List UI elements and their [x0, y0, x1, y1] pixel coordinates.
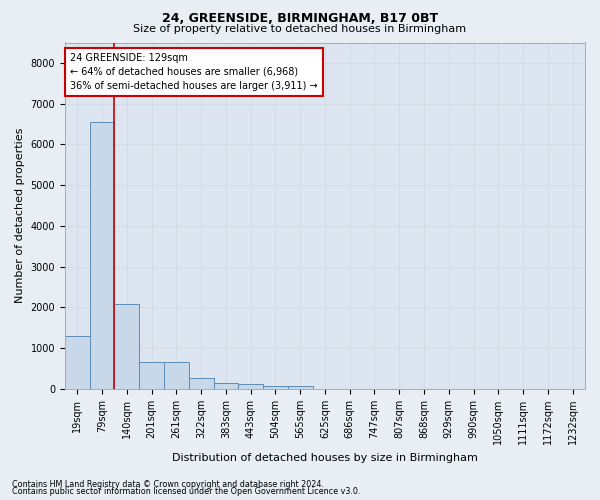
Y-axis label: Number of detached properties: Number of detached properties: [15, 128, 25, 304]
Bar: [65, 336, 89, 389]
X-axis label: Distribution of detached houses by size in Birmingham: Distribution of detached houses by size …: [172, 452, 478, 462]
Bar: [164, 362, 189, 389]
Bar: [115, 304, 139, 389]
Text: 24 GREENSIDE: 129sqm
← 64% of detached houses are smaller (6,968)
36% of semi-de: 24 GREENSIDE: 129sqm ← 64% of detached h…: [70, 53, 318, 91]
Bar: [189, 378, 214, 389]
Text: 24, GREENSIDE, BIRMINGHAM, B17 0BT: 24, GREENSIDE, BIRMINGHAM, B17 0BT: [162, 12, 438, 26]
Text: Size of property relative to detached houses in Birmingham: Size of property relative to detached ho…: [133, 24, 467, 34]
Bar: [263, 386, 288, 389]
Bar: [238, 384, 263, 389]
Bar: [214, 383, 238, 389]
Bar: [288, 386, 313, 389]
Text: Contains public sector information licensed under the Open Government Licence v3: Contains public sector information licen…: [12, 487, 361, 496]
Text: Contains HM Land Registry data © Crown copyright and database right 2024.: Contains HM Land Registry data © Crown c…: [12, 480, 324, 489]
Bar: [89, 122, 115, 389]
Bar: [139, 362, 164, 389]
